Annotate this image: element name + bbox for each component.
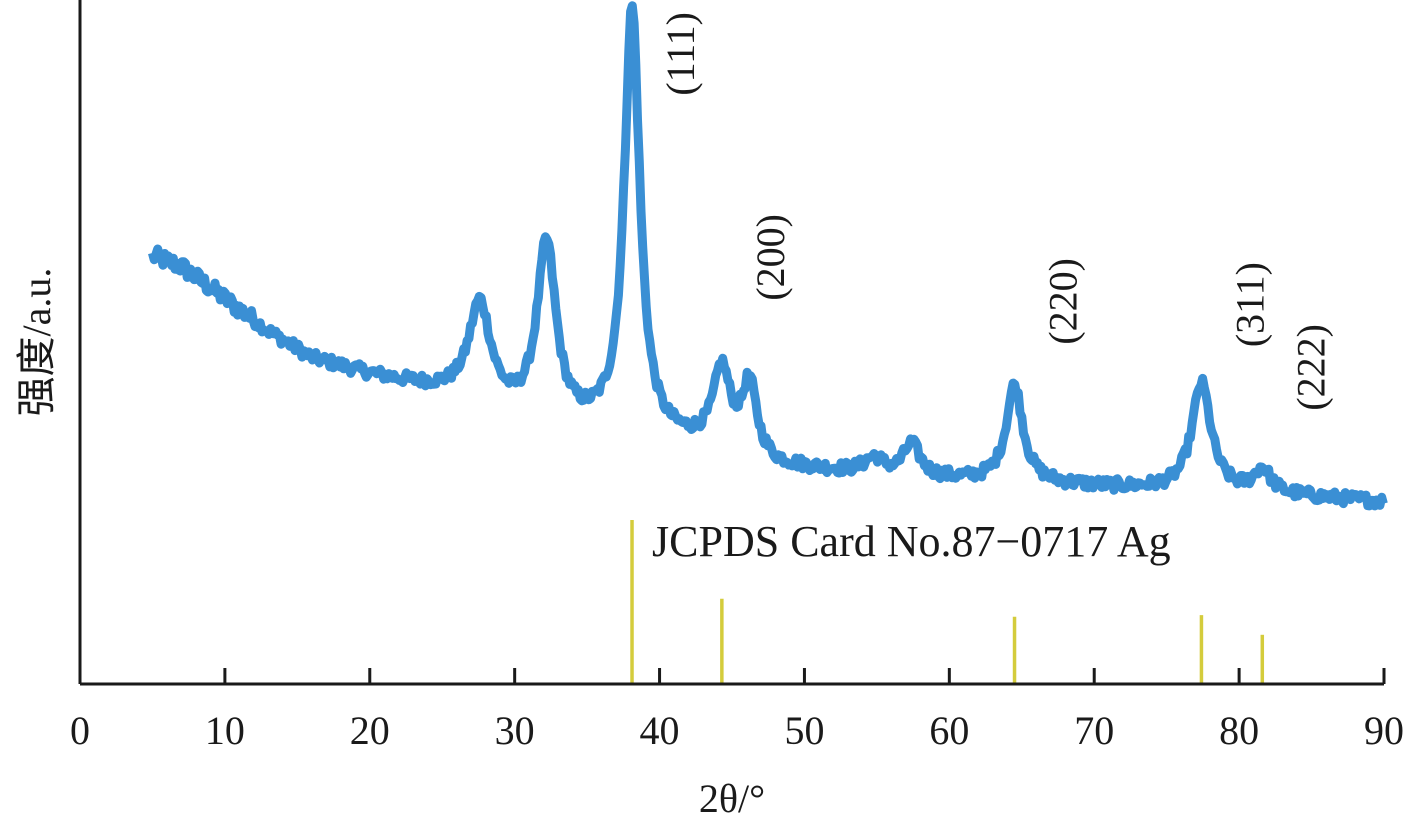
x-tick-label: 20 bbox=[350, 708, 390, 753]
peak-label: (311) bbox=[1227, 262, 1272, 347]
x-tick-labels: 0 10 20 30 40 50 60 70 80 90 bbox=[70, 708, 1404, 753]
x-tick-label: 60 bbox=[929, 708, 969, 753]
x-tick-label: 70 bbox=[1074, 708, 1114, 753]
peak-labels: (111) (200) (220) (311) (222) bbox=[658, 12, 1333, 411]
reference-card-title: JCPDS Card No.87−0717 Ag bbox=[652, 517, 1171, 566]
peak-label: (200) bbox=[748, 214, 793, 301]
peak-label: (220) bbox=[1041, 258, 1086, 345]
x-tick-label: 90 bbox=[1364, 708, 1404, 753]
reference-lines bbox=[630, 520, 1265, 684]
xrd-pattern-line bbox=[148, 1, 1388, 511]
x-tick-label: 10 bbox=[205, 708, 245, 753]
peak-label: (111) bbox=[658, 12, 703, 96]
x-tick-label: 0 bbox=[70, 708, 90, 753]
x-axis-title: 2θ/° bbox=[699, 776, 765, 819]
x-ticks bbox=[78, 668, 1386, 684]
x-tick-label: 80 bbox=[1219, 708, 1259, 753]
x-tick-label: 50 bbox=[784, 708, 824, 753]
x-tick-label: 30 bbox=[495, 708, 535, 753]
x-tick-label: 40 bbox=[640, 708, 680, 753]
y-axis-title: 强度/a.u. bbox=[14, 268, 59, 417]
peak-label: (222) bbox=[1288, 324, 1333, 411]
